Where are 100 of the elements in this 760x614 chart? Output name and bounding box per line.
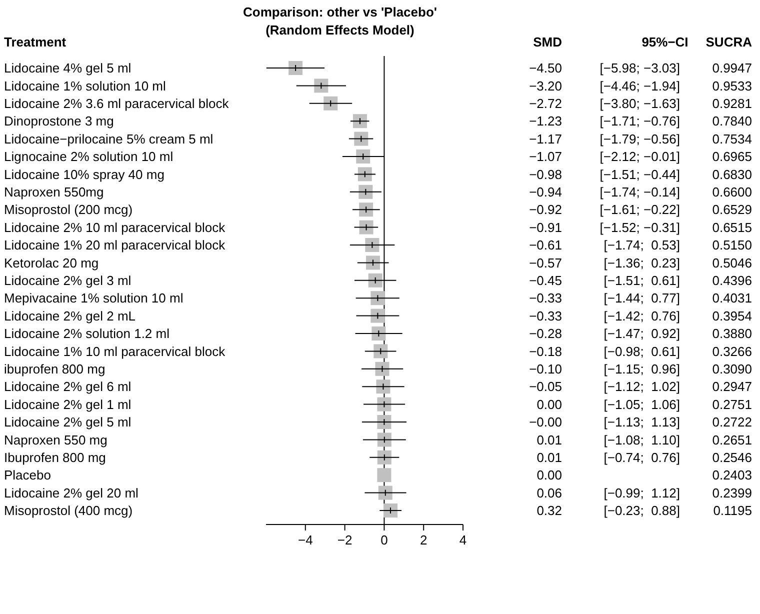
data-label: 0.06	[536, 485, 562, 500]
text: 0.9947	[712, 60, 752, 76]
data-label: −4.50	[529, 60, 562, 76]
text: [−1.52; −0.31]	[600, 220, 680, 235]
text: [−0.23; 0.88]	[604, 503, 680, 518]
text: 0.3880	[712, 326, 752, 342]
data-label: −3.20	[529, 78, 562, 94]
x-tick-label: 4	[459, 532, 467, 548]
data-label: 0.32	[536, 503, 562, 518]
y-tick-label: Lidocaine 1% 10 ml paracervical block	[4, 344, 226, 359]
y-tick-label: Naproxen 550 mg	[4, 432, 108, 448]
text: [−1.74; −0.14]	[600, 184, 680, 200]
text: [−1.05; 1.06]	[604, 396, 680, 412]
data-label: −0.33	[529, 290, 562, 306]
y-tick-label: Lignocaine 2% solution 10 ml	[4, 149, 174, 164]
data-label: 0.01	[536, 450, 562, 465]
text: [−1.51; −0.44]	[600, 166, 680, 182]
text: 95%−CI	[642, 34, 688, 50]
text: [−1.47; 0.92]	[604, 326, 680, 342]
y-tick-label: Misoprostol (200 mcg)	[4, 202, 133, 218]
data-label: −1.23	[529, 114, 562, 129]
text: [−1.71; −0.76]	[600, 114, 680, 129]
y-tick-label: Mepivacaine 1% solution 10 ml	[4, 290, 184, 306]
text: [−0.99; 1.12]	[604, 485, 680, 500]
text: 0.6529	[712, 202, 752, 218]
x-tick-label: −4	[298, 532, 313, 548]
text: [−3.80; −1.63]	[600, 96, 680, 111]
data-label: 0.01	[536, 432, 562, 448]
y-tick-label: ibuprofen 800 mg	[4, 361, 106, 376]
y-tick-label: Lidocaine 2% gel 3 ml	[4, 272, 132, 288]
x-tick-label: 2	[420, 532, 428, 548]
data-label: 0.00	[536, 396, 562, 412]
y-tick-label: Lidocaine 4% gel 5 ml	[4, 60, 132, 76]
data-label: −0.94	[529, 184, 562, 200]
y-tick-label: Lidocaine 2% gel 6 ml	[4, 379, 132, 394]
text: [−1.08; 1.10]	[604, 432, 680, 448]
text: 0.6515	[712, 220, 752, 235]
data-label: −0.05	[529, 379, 562, 394]
text: 0.2722	[712, 414, 752, 430]
text: 0.2751	[712, 396, 752, 412]
data-label: −0.45	[529, 272, 562, 288]
text: [−1.36; 0.23]	[604, 255, 680, 270]
text: 0.7534	[712, 131, 752, 146]
data-label: −0.98	[529, 166, 562, 182]
y-tick-label: Lidocaine 1% 20 ml paracervical block	[4, 238, 226, 253]
text: [−0.74; 0.76]	[604, 450, 680, 465]
y-tick-label: Placebo	[4, 468, 51, 483]
text: SUCRA	[706, 34, 753, 50]
text: 0.2546	[712, 450, 752, 465]
text: [−1.13; 1.13]	[604, 414, 680, 430]
text: 0.3954	[712, 308, 752, 324]
text: 0.6830	[712, 166, 752, 182]
text: [−1.12; 1.02]	[604, 379, 680, 394]
data-label: −2.72	[529, 96, 562, 111]
data-label: −0.10	[529, 361, 562, 376]
text: 0.6965	[712, 149, 752, 164]
y-tick-label: Lidocaine 2% 10 ml paracervical block	[4, 220, 226, 235]
data-label: −0.00	[529, 414, 562, 430]
text: [−1.51; 0.61]	[604, 272, 680, 288]
text: [−1.61; −0.22]	[600, 202, 680, 218]
text: [−1.44; 0.77]	[604, 290, 680, 306]
y-tick-label: Lidocaine−prilocaine 5% cream 5 ml	[4, 131, 214, 146]
text: 0.1195	[713, 503, 752, 518]
text: 0.9533	[712, 78, 752, 94]
y-tick-label: Lidocaine 10% spray 40 mg	[4, 166, 164, 182]
text: 0.5046	[712, 255, 752, 270]
y-tick-label: Lidocaine 2% gel 5 ml	[4, 414, 132, 430]
text: SMD	[533, 34, 562, 50]
text: [−1.79; −0.56]	[600, 131, 680, 146]
data-label: −0.61	[529, 238, 562, 253]
text: 0.6600	[712, 184, 752, 200]
text: [−4.46; −1.94]	[600, 78, 680, 94]
text: 0.3266	[712, 344, 752, 359]
x-tick-label: −2	[337, 532, 352, 548]
text: [−5.98; −3.03]	[600, 60, 680, 76]
data-label: −0.91	[529, 220, 562, 235]
y-tick-label: Lidocaine 2% gel 1 ml	[4, 396, 132, 412]
y-tick-label: Lidocaine 2% gel 2 mL	[4, 308, 136, 324]
text: 0.4031	[712, 290, 752, 306]
text: 0.4396	[712, 272, 752, 288]
text: [−2.12; −0.01]	[600, 149, 680, 164]
y-tick-label: Misoprostol (400 mcg)	[4, 503, 133, 518]
data-label: −0.28	[529, 326, 562, 342]
data-label: −0.33	[529, 308, 562, 324]
text: 0.5150	[712, 238, 752, 253]
chart-title: Comparison: other vs 'Placebo'	[242, 4, 438, 20]
text: 0.7840	[712, 114, 752, 129]
data-label: −1.07	[529, 149, 562, 164]
data-label: −0.92	[529, 202, 562, 218]
y-tick-label: Lidocaine 2% 3.6 ml paracervical block	[4, 96, 230, 111]
y-tick-label: Lidocaine 2% solution 1.2 ml	[4, 326, 170, 342]
y-tick-label: Naproxen 550mg	[4, 184, 104, 200]
text: 0.2403	[712, 468, 752, 483]
text: 0.2399	[712, 485, 752, 500]
text: [−1.74; 0.53]	[604, 238, 680, 253]
text: 0.2651	[712, 432, 752, 448]
data-label: 0.00	[536, 468, 562, 483]
data-label: −0.57	[529, 255, 562, 270]
y-tick-label: Lidocaine 2% gel 20 ml	[4, 485, 139, 500]
chart-subtitle: (Random Effects Model)	[266, 22, 414, 38]
